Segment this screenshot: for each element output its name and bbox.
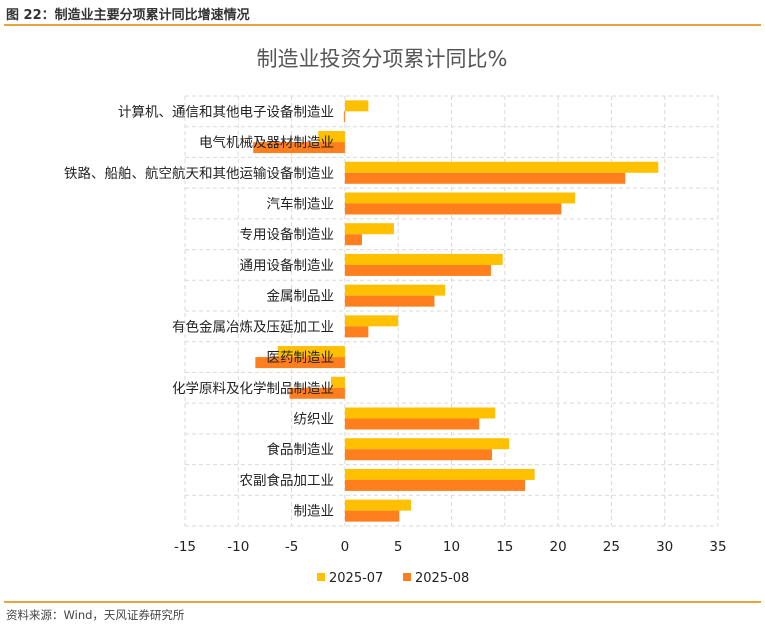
x-tick-label: 15 — [496, 539, 513, 555]
x-tick-label: 25 — [603, 539, 620, 555]
bar-2025-08-10 — [344, 418, 480, 430]
bar-2025-08-2 — [344, 172, 626, 184]
x-tick-label: -10 — [227, 539, 249, 555]
bar-2025-07-8 — [277, 346, 345, 358]
x-tick-label: 10 — [443, 539, 460, 555]
bar-2025-08-6 — [344, 295, 435, 307]
bar-2025-07-2 — [344, 161, 659, 173]
bar-2025-07-12 — [344, 468, 535, 480]
bar-2025-08-11 — [344, 449, 493, 461]
x-tick-label: 5 — [394, 539, 403, 555]
figure-title: 图 22：制造业主要分项累计同比增速情况 — [6, 8, 250, 23]
category-label: 制造业 — [294, 504, 335, 520]
legend-label-2025-07: 2025-07 — [329, 571, 383, 586]
x-tick-label: -15 — [174, 539, 196, 555]
bar-2025-07-4 — [344, 223, 394, 235]
bar-2025-08-9 — [289, 387, 345, 399]
bottom-rule — [4, 601, 761, 603]
bar-2025-08-4 — [344, 234, 362, 246]
bar-2025-08-8 — [255, 357, 345, 369]
bar-2025-07-10 — [344, 407, 496, 419]
category-label: 通用设备制造业 — [240, 257, 335, 274]
category-label: 农副食品加工业 — [240, 472, 335, 489]
bar-2025-07-3 — [344, 192, 576, 204]
category-label: 食品制造业 — [267, 441, 335, 458]
bar-2025-07-13 — [344, 499, 411, 511]
category-label: 纺织业 — [294, 412, 335, 428]
grid-lines — [184, 95, 719, 527]
category-label: 医药制造业 — [267, 350, 335, 366]
category-labels: 计算机、通信和其他电子设备制造业电气机械及器材制造业铁路、船舶、航空航天和其他运… — [64, 103, 334, 519]
bar-2025-07-6 — [344, 284, 446, 296]
category-label: 铁路、船舶、航空航天和其他运输设备制造业 — [64, 165, 334, 182]
chart-title: 制造业投资分项累计同比% — [257, 47, 508, 71]
bars — [253, 100, 659, 522]
legend-swatch-2025-07 — [317, 573, 325, 581]
bar-2025-07-0 — [344, 100, 369, 112]
category-label: 化学原料及化学制品制造业 — [172, 381, 334, 397]
x-tick-labels: -15 -10 -5 0 5 10 15 20 25 30 35 — [174, 539, 727, 555]
bar-2025-08-5 — [344, 264, 491, 276]
bar-2025-07-11 — [344, 438, 510, 450]
source-note: 资料来源：Wind，天风证券研究所 — [6, 608, 185, 622]
legend: 2025-07 2025-08 — [317, 571, 469, 586]
x-tick-label: 0 — [341, 539, 350, 555]
top-rule — [4, 24, 761, 26]
bar-2025-07-7 — [344, 315, 399, 327]
bar-2025-08-12 — [344, 479, 526, 491]
category-label: 专用设备制造业 — [240, 226, 335, 243]
bar-2025-08-0 — [343, 111, 345, 123]
x-tick-label: 30 — [656, 539, 673, 555]
category-label: 有色金属冶炼及压延加工业 — [172, 318, 334, 335]
x-tick-label: 20 — [550, 539, 567, 555]
category-label: 计算机、通信和其他电子设备制造业 — [118, 103, 334, 120]
bar-2025-08-7 — [344, 326, 369, 338]
bar-2025-07-1 — [318, 131, 345, 143]
category-label: 汽车制造业 — [267, 196, 335, 213]
category-label: 金属制品业 — [267, 289, 335, 305]
legend-swatch-2025-08 — [403, 573, 411, 581]
x-tick-label: 35 — [709, 539, 726, 555]
bar-2025-08-1 — [253, 142, 345, 154]
bar-2025-07-5 — [344, 253, 503, 265]
x-tick-label: -5 — [285, 539, 298, 555]
legend-label-2025-08: 2025-08 — [415, 571, 469, 586]
bar-2025-07-9 — [331, 376, 345, 388]
bar-2025-08-13 — [344, 510, 400, 522]
bar-2025-08-3 — [344, 203, 562, 215]
category-label: 电气机械及器材制造业 — [199, 135, 334, 151]
